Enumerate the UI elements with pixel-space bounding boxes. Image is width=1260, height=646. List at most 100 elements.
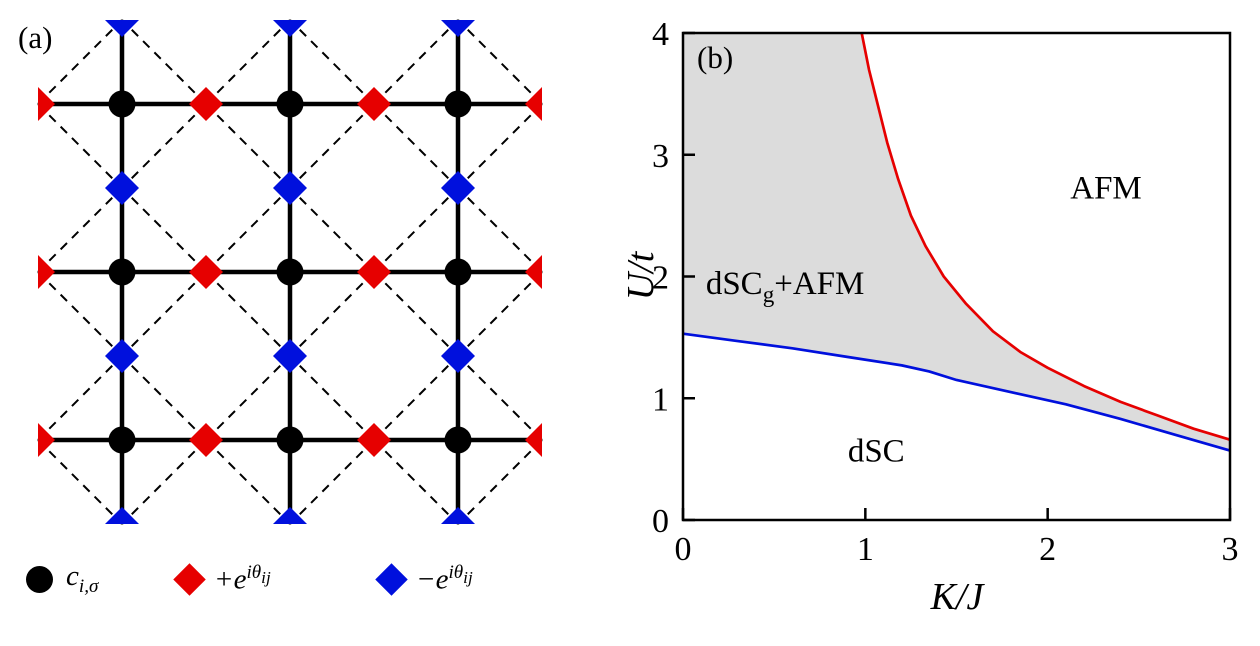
dashed-bond [289,19,375,105]
site-base: c [66,560,79,593]
minus-bond-marker [105,20,139,37]
y-tick-label: 3 [652,138,669,175]
x-tick-label: 2 [1039,531,1056,568]
fermion-site-marker [276,426,304,454]
legend-label-plus-bond: +eiθij [214,563,271,595]
region-label-dscg-afm: dSCg+AFM [705,266,865,308]
dashed-bond [205,355,291,441]
fermion-site-marker [444,90,472,118]
dashed-bond [289,355,375,441]
fermion-site-marker [444,258,472,286]
plus-bond-marker [525,255,542,289]
minus-bond-marker [273,171,307,205]
fermion-site-marker [108,258,136,286]
x-tick-label: 1 [857,531,874,568]
dashed-bond [457,103,543,189]
legend-item-plus-bond: +eiθij [173,556,271,602]
tick-labels: 0 1 2 3 0 1 2 3 4 [652,16,1239,568]
plus-bond-marker [357,87,391,121]
legend-label-site: ci,σ [66,562,98,596]
x-tick-label: 3 [1222,531,1239,568]
dashed-bond [373,103,459,189]
dashed-bond [37,355,123,441]
dsc-boundary-curve [682,332,1231,452]
dashed-bond [37,187,123,273]
region-label-dsc: dSC [847,433,905,470]
dashed-bond [37,439,123,525]
dashed-bond [37,271,123,357]
dscg-sub: g [762,281,775,308]
fermion-site-marker [108,426,136,454]
dashed-bond [121,271,207,357]
dashed-bond [289,103,375,189]
y-tick-label: 4 [652,16,669,53]
plus-base: e [233,563,247,596]
minus-exponent: iθij [448,562,472,586]
plus-bond-marker [525,87,542,121]
dashed-bond [289,439,375,525]
plus-bond-marker [357,255,391,289]
dashed-bond [457,355,543,441]
site-symbol [26,565,53,593]
plus-exponent-head: iθ [246,562,262,584]
dashed-bond [373,355,459,441]
minus-exponent-sub: ij [463,568,473,587]
fermion-site-marker [276,258,304,286]
minus-bond-marker [441,507,475,524]
legend-item-minus-bond: −eiθij [375,556,473,602]
dashed-bond [121,355,207,441]
y-axis-label: U/t [620,251,662,301]
plus-bond-marker [189,87,223,121]
legend-label-minus-bond: −eiθij [416,563,473,595]
minus-bond-symbol [375,562,408,596]
minus-bond-marker [105,507,139,524]
minus-bond-marker [441,171,475,205]
minus-base: e [435,563,449,596]
dashed-bond [457,19,543,105]
plus-sign: + [214,563,234,596]
minus-bond-marker [273,339,307,373]
dashed-bond [457,271,543,357]
minus-sign: − [416,563,436,596]
dashed-bond [373,19,459,105]
dashed-bond [289,271,375,357]
dashed-bond [205,271,291,357]
plus-bond-marker [189,423,223,457]
axis-ticks [681,31,1232,522]
fermion-site-marker [444,426,472,454]
plus-bond-marker [38,87,55,121]
legend-item-site: ci,σ [26,556,98,602]
y-tick-label: 2 [652,260,669,297]
dashed-bond [373,187,459,273]
dashed-bond [205,187,291,273]
dashed-bond [121,187,207,273]
x-tick-label: 0 [675,531,692,568]
coexistence-region-fill [683,33,1230,451]
minus-bond-marker [105,171,139,205]
fermion-site-marker [108,90,136,118]
plus-bond-marker [38,423,55,457]
dscg-post: +AFM [774,266,865,303]
dscg-pre: dSC [705,266,763,303]
panel-a-label: (a) [18,20,53,55]
plus-exponent-sub: ij [261,568,271,587]
dashed-bond [373,439,459,525]
plus-bond-symbol [173,562,206,596]
y-tick-label: 1 [652,381,669,418]
plus-exponent: iθij [246,562,270,586]
plus-bond-marker [525,423,542,457]
dashed-bond [121,103,207,189]
dashed-diagonal-bonds [37,19,543,525]
fermion-site-marker [276,90,304,118]
dashed-bond [205,103,291,189]
afm-boundary-curve [860,32,1231,441]
dashed-bond [457,439,543,525]
plus-bond-marker [189,255,223,289]
minus-bond-marker [273,20,307,37]
dashed-bond [373,271,459,357]
site-subscript: i,σ [78,575,99,597]
plus-bond-marker [357,423,391,457]
dashed-bond [121,439,207,525]
